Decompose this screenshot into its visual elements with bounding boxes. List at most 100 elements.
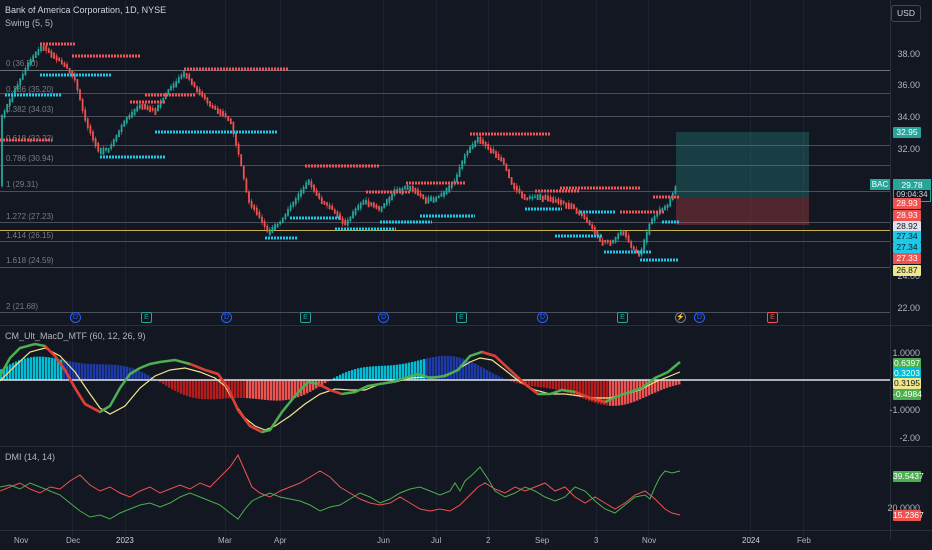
candle-body xyxy=(674,186,677,195)
earnings-marker[interactable]: E xyxy=(141,312,152,323)
candle-body xyxy=(14,88,16,96)
candle-body xyxy=(630,241,633,248)
macd-histogram-bar xyxy=(36,356,39,380)
time-tick: Mar xyxy=(218,536,232,545)
candle-body xyxy=(547,195,549,202)
candle-body xyxy=(664,205,666,211)
candle-body xyxy=(430,196,432,201)
macd-histogram-bar xyxy=(69,361,72,380)
candle-body xyxy=(510,177,513,185)
last-price-box: 29.78 09:04:34 xyxy=(893,179,931,202)
dmi-minus-line xyxy=(0,453,681,516)
macd-histogram-bar xyxy=(675,380,678,386)
candle-body xyxy=(167,89,170,96)
candle-body xyxy=(177,77,180,84)
dividend-marker[interactable]: D xyxy=(378,312,389,323)
candle-body xyxy=(107,148,110,153)
candle-body xyxy=(211,104,214,109)
pane-separator[interactable] xyxy=(0,446,932,447)
macd-histogram-bar xyxy=(285,380,288,401)
price-tag: 28.93 xyxy=(893,198,921,209)
candle-body xyxy=(118,130,120,138)
macd-histogram-bar xyxy=(72,361,75,380)
dmi-chart[interactable] xyxy=(0,447,890,530)
candle-body xyxy=(362,200,365,205)
symbol-title[interactable]: Bank of America Corporation, 1D, NYSE xyxy=(5,5,167,15)
macd-histogram-bar xyxy=(21,359,24,380)
macd-bear-segments xyxy=(44,345,606,434)
dividend-marker[interactable]: D xyxy=(70,312,81,323)
candle-body xyxy=(414,187,417,195)
macd-histogram-bar xyxy=(321,380,324,385)
macd-histogram-bar xyxy=(450,356,453,380)
profit-zone[interactable] xyxy=(676,132,809,197)
dmi-title[interactable]: DMI (14, 14) xyxy=(5,452,56,462)
grid-line xyxy=(383,0,384,540)
candle-body xyxy=(281,217,284,224)
grid-line xyxy=(488,0,489,540)
macd-histogram-bar xyxy=(531,380,534,387)
dividend-marker[interactable]: D xyxy=(221,312,232,323)
macd-histogram-bar xyxy=(468,360,471,380)
candle-body xyxy=(76,79,79,91)
macd-histogram-bar xyxy=(351,369,354,380)
fib-line xyxy=(0,116,890,117)
candle-body xyxy=(570,203,573,210)
candle-body xyxy=(445,187,448,195)
macd-histogram-bar xyxy=(612,380,615,406)
macd-histogram-bar xyxy=(99,364,102,380)
earnings-marker[interactable]: E xyxy=(300,312,311,323)
candle-body xyxy=(357,205,360,210)
macd-histogram-bar xyxy=(279,380,282,401)
candle-body xyxy=(151,108,154,111)
candle-body xyxy=(580,212,583,217)
macd-histogram-bar xyxy=(255,380,258,399)
candle-body xyxy=(604,239,607,243)
macd-chart[interactable] xyxy=(0,326,890,446)
candle-body xyxy=(97,142,100,152)
macd-histogram-bar xyxy=(477,365,480,380)
macd-histogram-bar xyxy=(546,380,549,389)
macd-histogram-bar xyxy=(27,357,30,380)
macd-histogram-bar xyxy=(582,380,585,399)
candle-body xyxy=(440,193,443,197)
candle-body xyxy=(567,202,570,210)
macd-tick: -1.0000 xyxy=(889,405,920,415)
candle-body xyxy=(123,120,126,127)
macd-title[interactable]: CM_Ult_MacD_MTF (60, 12, 26, 9) xyxy=(5,331,146,341)
macd-histogram-bar xyxy=(396,364,399,380)
candle-body xyxy=(19,78,22,86)
candle-body xyxy=(29,59,32,65)
macd-histogram-bar xyxy=(33,356,36,380)
macd-histogram-bar xyxy=(3,367,6,380)
candle-body xyxy=(625,230,627,238)
price-chart[interactable] xyxy=(0,0,890,320)
candle-body xyxy=(24,68,27,75)
earnings-marker[interactable]: E xyxy=(456,312,467,323)
candle-body xyxy=(50,50,53,58)
pane-separator[interactable] xyxy=(0,325,932,326)
indicator-title[interactable]: Swing (5, 5) xyxy=(5,18,54,28)
currency-button[interactable]: USD xyxy=(891,5,921,22)
macd-histogram-bar xyxy=(84,363,87,380)
swing-low-lines xyxy=(5,73,680,262)
split-marker-icon[interactable]: ⚡ xyxy=(675,312,686,323)
fib-line xyxy=(0,241,890,242)
candle-body xyxy=(484,141,487,147)
fib-line xyxy=(0,267,890,268)
earnings-marker[interactable]: E xyxy=(767,312,778,323)
candle-body xyxy=(242,165,245,180)
macd-histogram-bar xyxy=(456,356,459,380)
macd-histogram-bar xyxy=(231,380,234,399)
candle-body xyxy=(209,101,211,107)
time-axis-border xyxy=(0,530,932,531)
dividend-marker[interactable]: D xyxy=(694,312,705,323)
candle-body xyxy=(526,197,529,201)
candle-body xyxy=(294,198,297,205)
candle-body xyxy=(617,233,620,240)
earnings-marker[interactable]: E xyxy=(617,312,628,323)
candle-body xyxy=(274,224,276,231)
loss-zone[interactable] xyxy=(676,197,809,225)
dividend-marker[interactable]: D xyxy=(537,312,548,323)
macd-histogram-bar xyxy=(624,380,627,405)
